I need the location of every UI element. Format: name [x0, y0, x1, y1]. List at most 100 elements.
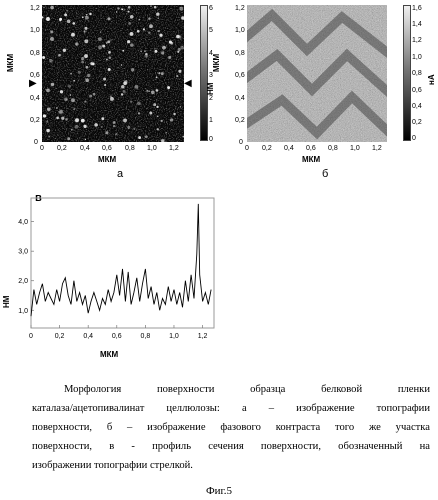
surface-grain [42, 56, 45, 59]
surface-grain [123, 81, 127, 85]
surface-grain [143, 28, 145, 30]
surface-grain [46, 88, 50, 92]
surface-grain [46, 129, 49, 132]
surface-grain [127, 126, 130, 129]
a-ytick: 0,2 [30, 117, 40, 124]
phase-contrast-image [247, 5, 387, 142]
surface-grain [158, 72, 160, 74]
surface-grain [138, 136, 141, 139]
surface-grain [103, 78, 106, 81]
surface-grain [157, 106, 159, 108]
a-xlabel: МКМ [98, 155, 116, 164]
surface-grain [148, 32, 150, 34]
surface-grain [89, 95, 92, 98]
caption-line: поверхности, в - профиль сечения поверхн… [32, 437, 430, 456]
surface-grain [149, 112, 152, 115]
surface-grain [150, 5, 151, 6]
surface-grain [64, 97, 68, 101]
surface-grain [145, 53, 147, 55]
surface-grain [115, 133, 117, 135]
surface-grain [100, 31, 101, 32]
surface-grain [70, 73, 72, 75]
surface-grain [67, 137, 70, 140]
surface-grain [176, 35, 180, 39]
figure-caption: Морфология поверхности образца белковой … [32, 380, 430, 475]
surface-grain [101, 117, 104, 120]
b-xtick: 0 [245, 145, 249, 152]
surface-grain [78, 71, 81, 74]
surface-grain [87, 74, 90, 77]
surface-grain [85, 139, 86, 140]
surface-grain [156, 13, 159, 16]
surface-grain [107, 17, 110, 20]
surface-grain [50, 37, 54, 41]
surface-grain [107, 40, 110, 43]
profile-marker-right: ◀ [184, 79, 192, 89]
surface-grain [130, 32, 134, 36]
surface-grain [59, 18, 62, 21]
c-xtick: 0,8 [141, 333, 151, 340]
surface-grain [116, 11, 117, 12]
surface-grain [121, 64, 122, 65]
surface-grain [123, 90, 126, 93]
c-ytick: 4,0 [18, 219, 28, 226]
surface-grain [178, 70, 181, 73]
b-cbar-tick: 0,8 [412, 70, 422, 77]
surface-grain [110, 97, 114, 101]
surface-grain [137, 102, 141, 106]
surface-grain [180, 46, 184, 50]
surface-grain [133, 128, 135, 130]
b-ylabel: МКМ [212, 54, 221, 72]
a-xtick: 1,0 [147, 145, 157, 152]
surface-grain [135, 85, 139, 89]
profile-marker-left: ▶ [29, 79, 37, 89]
surface-grain [71, 98, 75, 102]
surface-grain [102, 45, 105, 48]
c-ylabel: НМ [2, 296, 11, 308]
surface-grain [140, 51, 141, 52]
c-xtick: 0 [29, 333, 33, 340]
surface-grain [81, 57, 84, 60]
surface-grain [130, 15, 134, 19]
surface-grain [183, 136, 184, 137]
surface-grain [179, 7, 183, 11]
surface-grain [58, 54, 61, 57]
a-ytick: 1,0 [30, 27, 40, 34]
topography-image [42, 5, 184, 142]
b-xlabel: МКМ [302, 155, 320, 164]
surface-grain [75, 42, 78, 45]
b-ytick: 0,2 [235, 117, 245, 124]
surface-grain [128, 22, 131, 25]
b-cbar-tick: 1,0 [412, 54, 422, 61]
surface-grain [84, 54, 88, 58]
panel-b: 1,2 1,0 0,8 0,6 0,4 0,2 0 МКМ 0 0,2 0,4 … [220, 0, 438, 190]
c-xtick: 0,2 [55, 333, 65, 340]
a-colorbar-unit: НМ [206, 83, 215, 95]
a-xtick: 0,6 [102, 145, 112, 152]
a-xtick: 0,2 [57, 145, 67, 152]
a-xtick: 0 [40, 145, 44, 152]
surface-grain [154, 50, 157, 53]
c-xlabel: МКМ [100, 350, 118, 359]
surface-grain [43, 114, 46, 117]
surface-grain [178, 48, 181, 51]
b-cbar-tick: 1,4 [412, 21, 422, 28]
surface-grain [159, 34, 162, 37]
surface-grain [113, 125, 115, 127]
surface-grain [122, 50, 124, 52]
b-xtick: 1,2 [372, 145, 382, 152]
surface-grain [170, 42, 173, 45]
surface-grain [137, 30, 140, 33]
surface-grain [105, 131, 108, 134]
surface-grain [98, 45, 102, 49]
surface-grain [101, 126, 103, 128]
c-xtick: 1,0 [169, 333, 179, 340]
surface-grain [161, 51, 164, 54]
b-ytick: 0,6 [235, 72, 245, 79]
b-ytick: 0 [239, 139, 243, 146]
surface-grain [154, 48, 155, 49]
surface-grain [75, 125, 79, 129]
surface-grain [145, 135, 148, 138]
surface-grain [138, 112, 140, 114]
b-xtick: 0,8 [328, 145, 338, 152]
